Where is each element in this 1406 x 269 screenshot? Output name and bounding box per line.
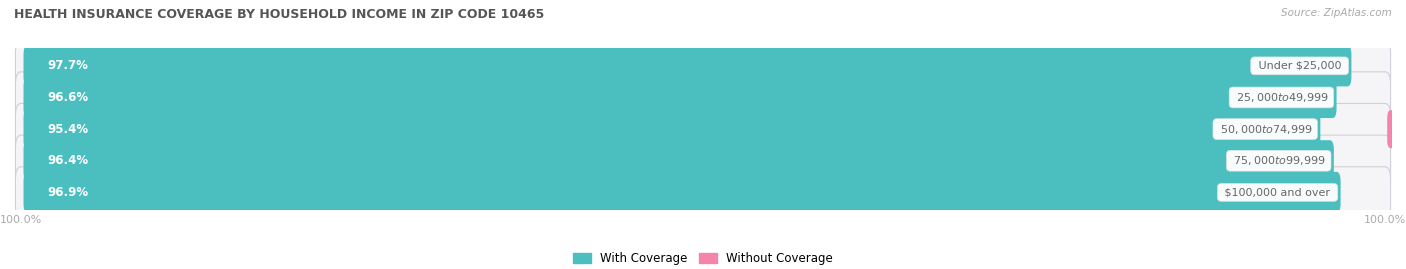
Legend: With Coverage, Without Coverage: With Coverage, Without Coverage [572, 252, 834, 265]
FancyBboxPatch shape [15, 72, 1391, 123]
Text: Under $25,000: Under $25,000 [1254, 61, 1344, 71]
FancyBboxPatch shape [24, 45, 1351, 86]
Text: $50,000 to $74,999: $50,000 to $74,999 [1216, 123, 1313, 136]
FancyBboxPatch shape [1388, 110, 1406, 148]
FancyBboxPatch shape [15, 135, 1391, 186]
FancyBboxPatch shape [15, 104, 1391, 155]
FancyBboxPatch shape [15, 167, 1391, 218]
FancyBboxPatch shape [1403, 79, 1406, 116]
Text: Source: ZipAtlas.com: Source: ZipAtlas.com [1281, 8, 1392, 18]
Text: 97.7%: 97.7% [48, 59, 89, 72]
FancyBboxPatch shape [1400, 142, 1406, 180]
FancyBboxPatch shape [24, 172, 1340, 213]
Text: 96.9%: 96.9% [48, 186, 89, 199]
FancyBboxPatch shape [24, 77, 1337, 118]
Text: 96.4%: 96.4% [48, 154, 89, 167]
Text: $25,000 to $49,999: $25,000 to $49,999 [1233, 91, 1330, 104]
Text: $75,000 to $99,999: $75,000 to $99,999 [1230, 154, 1327, 167]
FancyBboxPatch shape [15, 40, 1391, 91]
Text: 95.4%: 95.4% [48, 123, 89, 136]
Text: $100,000 and over: $100,000 and over [1222, 187, 1334, 197]
FancyBboxPatch shape [24, 140, 1334, 181]
Text: HEALTH INSURANCE COVERAGE BY HOUSEHOLD INCOME IN ZIP CODE 10465: HEALTH INSURANCE COVERAGE BY HOUSEHOLD I… [14, 8, 544, 21]
FancyBboxPatch shape [24, 109, 1320, 150]
Text: 96.6%: 96.6% [48, 91, 89, 104]
